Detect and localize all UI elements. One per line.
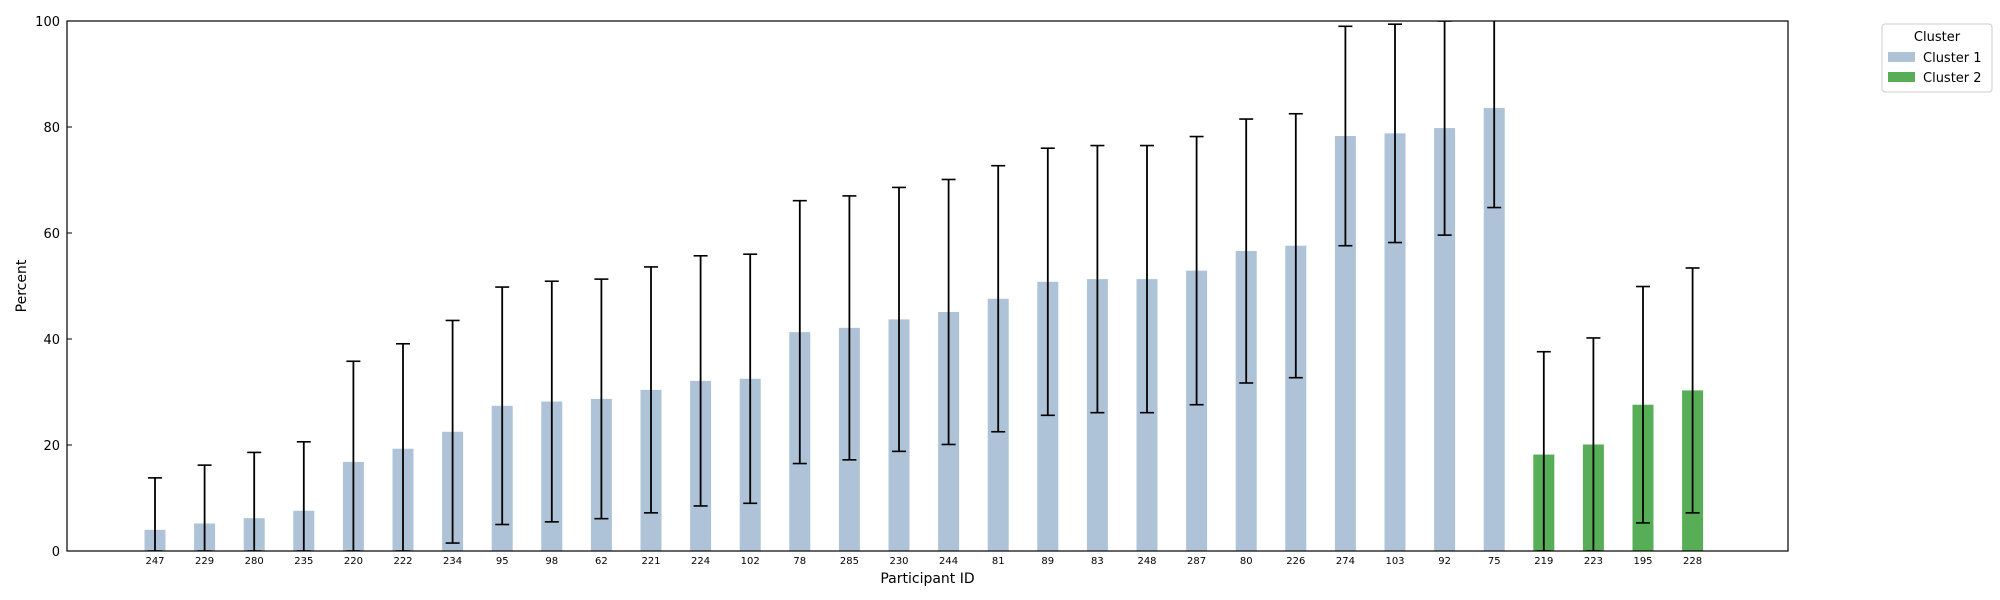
legend-label-cluster-2: Cluster 2 <box>1923 71 1982 86</box>
x-tick-label-95: 95 <box>496 556 509 567</box>
x-tick-label-98: 98 <box>545 556 558 567</box>
x-tick-label-92: 92 <box>1438 556 1451 567</box>
x-tick-label-287: 287 <box>1187 556 1206 567</box>
y-tick-label-20: 20 <box>43 439 60 454</box>
plot-frame <box>66 20 1789 552</box>
x-tick-label-247: 247 <box>145 556 164 567</box>
y-tick-label-40: 40 <box>43 333 60 348</box>
x-tick-label-224: 224 <box>691 556 710 567</box>
x-tick-label-62: 62 <box>595 556 608 567</box>
x-tick-label-248: 248 <box>1137 556 1156 567</box>
error-bar-247 <box>148 477 162 551</box>
x-tick-label-223: 223 <box>1584 556 1603 567</box>
bar-248 <box>1136 279 1158 551</box>
error-bar-103 <box>1388 23 1402 244</box>
error-bar-195 <box>1636 285 1650 524</box>
bar-80 <box>1235 251 1257 551</box>
y-tick-label-60: 60 <box>43 227 60 242</box>
x-tick-label-274: 274 <box>1336 556 1355 567</box>
error-bar-98 <box>544 280 559 523</box>
y-tick-label-80: 80 <box>43 121 60 136</box>
error-bar-102 <box>743 253 758 505</box>
legend-label-cluster-1: Cluster 1 <box>1923 51 1982 66</box>
error-bar-89 <box>1040 147 1055 417</box>
x-tick-label-195: 195 <box>1633 556 1652 567</box>
error-bar-220 <box>346 360 361 551</box>
legend-swatch-cluster-1 <box>1888 52 1915 62</box>
bar-92 <box>1434 128 1456 551</box>
x-tick-label-75: 75 <box>1488 556 1501 567</box>
y-tick-label-0: 0 <box>52 545 60 560</box>
error-bar-285 <box>842 195 857 461</box>
error-bar-222 <box>396 342 410 551</box>
error-bar-219 <box>1536 350 1551 551</box>
x-tick-label-78: 78 <box>793 556 806 567</box>
x-axis-label: Participant ID <box>880 571 974 587</box>
x-tick-label-219: 219 <box>1534 556 1553 567</box>
bar-274 <box>1334 136 1356 551</box>
x-tick-label-81: 81 <box>992 556 1005 567</box>
error-bar-78 <box>792 199 807 465</box>
x-tick-label-285: 285 <box>840 556 859 567</box>
x-tick-label-280: 280 <box>245 556 264 567</box>
error-bar-224 <box>693 254 708 507</box>
error-bar-92 <box>1437 21 1452 236</box>
error-bar-83 <box>1090 144 1105 414</box>
error-bar-81 <box>991 164 1006 433</box>
bars-layer <box>144 107 1704 552</box>
bar-287 <box>1186 270 1208 551</box>
x-axis: 247 229 280 235 220 222 234 95 98 62 221 224 102 78 28… <box>145 556 1702 567</box>
y-axis: 0 20 40 60 80 100 <box>35 15 72 560</box>
error-bar-244 <box>941 178 956 446</box>
bar-75 <box>1483 107 1505 552</box>
x-tick-label-89: 89 <box>1041 556 1054 567</box>
bar-226 <box>1285 245 1307 551</box>
x-tick-label-102: 102 <box>741 556 760 567</box>
x-tick-label-235: 235 <box>294 556 313 567</box>
error-bar-226 <box>1288 112 1303 379</box>
x-tick-label-83: 83 <box>1091 556 1104 567</box>
error-bar-234 <box>445 319 460 544</box>
bar-103 <box>1384 133 1406 552</box>
x-tick-label-229: 229 <box>195 556 214 567</box>
error-bar-280 <box>247 451 262 551</box>
error-bar-274 <box>1338 25 1353 247</box>
x-tick-label-228: 228 <box>1683 556 1702 567</box>
x-tick-label-221: 221 <box>641 556 660 567</box>
error-bar-248 <box>1140 144 1154 414</box>
x-tick-label-234: 234 <box>443 556 462 567</box>
y-axis-label: Percent <box>14 259 30 312</box>
x-tick-label-222: 222 <box>393 556 412 567</box>
error-bar-287 <box>1189 135 1204 406</box>
y-tick-label-100: 100 <box>35 15 60 30</box>
error-bar-229 <box>197 464 212 551</box>
legend: Cluster Cluster 1 Cluster 2 <box>1881 23 1993 93</box>
error-bar-75 <box>1487 21 1502 209</box>
error-bars-layer <box>148 21 1700 551</box>
bar-89 <box>1037 281 1059 551</box>
error-bar-223 <box>1586 337 1601 551</box>
error-bar-95 <box>495 286 510 526</box>
x-tick-label-220: 220 <box>344 556 363 567</box>
error-bar-228 <box>1685 267 1700 514</box>
legend-swatch-cluster-2 <box>1888 72 1915 82</box>
error-bar-230 <box>892 186 906 453</box>
x-tick-label-103: 103 <box>1385 556 1404 567</box>
legend-title: Cluster <box>1914 30 1961 45</box>
x-tick-label-230: 230 <box>889 556 908 567</box>
bar-83 <box>1086 279 1108 551</box>
x-tick-label-80: 80 <box>1240 556 1253 567</box>
error-bar-235 <box>296 441 311 551</box>
x-tick-label-244: 244 <box>939 556 958 567</box>
error-bar-221 <box>644 266 658 514</box>
x-tick-label-226: 226 <box>1286 556 1305 567</box>
error-bar-62 <box>594 278 609 520</box>
error-bar-80 <box>1239 118 1254 384</box>
